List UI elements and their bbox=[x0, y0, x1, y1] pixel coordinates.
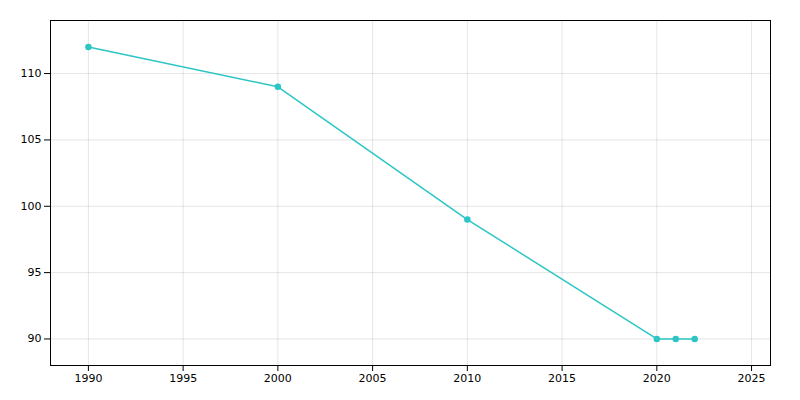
svg-text:2020: 2020 bbox=[643, 372, 671, 385]
svg-text:2025: 2025 bbox=[738, 372, 766, 385]
svg-text:1990: 1990 bbox=[74, 372, 102, 385]
svg-text:110: 110 bbox=[21, 67, 42, 80]
svg-text:100: 100 bbox=[21, 200, 42, 213]
svg-text:2015: 2015 bbox=[548, 372, 576, 385]
svg-text:1995: 1995 bbox=[169, 372, 197, 385]
svg-text:2005: 2005 bbox=[359, 372, 387, 385]
svg-text:90: 90 bbox=[28, 332, 42, 345]
svg-text:105: 105 bbox=[21, 133, 42, 146]
svg-text:95: 95 bbox=[28, 266, 42, 279]
svg-text:2000: 2000 bbox=[264, 372, 292, 385]
svg-text:2010: 2010 bbox=[453, 372, 481, 385]
